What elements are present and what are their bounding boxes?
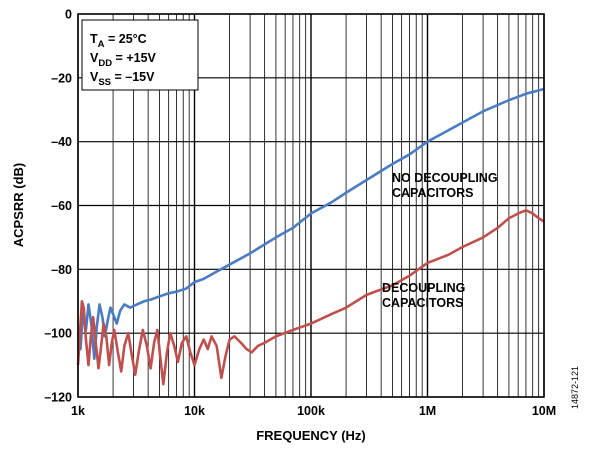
y-tick-label: –60 xyxy=(51,199,72,213)
label-decoupling: DECOUPLING CAPACITORS xyxy=(382,281,469,310)
y-tick-label: 0 xyxy=(65,8,72,22)
tick-labels: 1k 10k 100k 1M 10M 0 –20 –40 –60 –80 –100 –120 xyxy=(44,8,556,419)
label-no-decoupling: NO DECOUPLING CAPACITORS xyxy=(392,171,501,200)
series-lines xyxy=(76,87,545,386)
figure-id: 14872-121 xyxy=(570,366,580,409)
condition-vss: VSS = –15V xyxy=(90,70,155,88)
y-tick-label: –20 xyxy=(51,71,72,85)
x-axis-title: FREQUENCY (Hz) xyxy=(256,428,366,443)
series-line-0 xyxy=(76,87,545,360)
y-tick-label: –120 xyxy=(44,391,72,405)
y-tick-label: –100 xyxy=(44,327,72,341)
x-tick-label: 1M xyxy=(419,404,436,418)
conditions-box xyxy=(81,19,199,91)
y-tick-label: –40 xyxy=(51,135,72,149)
y-axis-title: ACPSRR (dB) xyxy=(11,163,26,248)
x-tick-label: 1k xyxy=(71,404,85,418)
x-tick-label: 10M xyxy=(532,404,556,418)
plot-frame xyxy=(77,13,545,398)
y-tick-label: –80 xyxy=(51,263,72,277)
x-tick-label: 10k xyxy=(184,404,205,418)
x-tick-label: 100k xyxy=(297,404,325,418)
condition-ta: TA = 25°C xyxy=(90,32,147,50)
condition-vdd: VDD = +15V xyxy=(90,51,157,69)
series-line-1 xyxy=(76,208,545,386)
